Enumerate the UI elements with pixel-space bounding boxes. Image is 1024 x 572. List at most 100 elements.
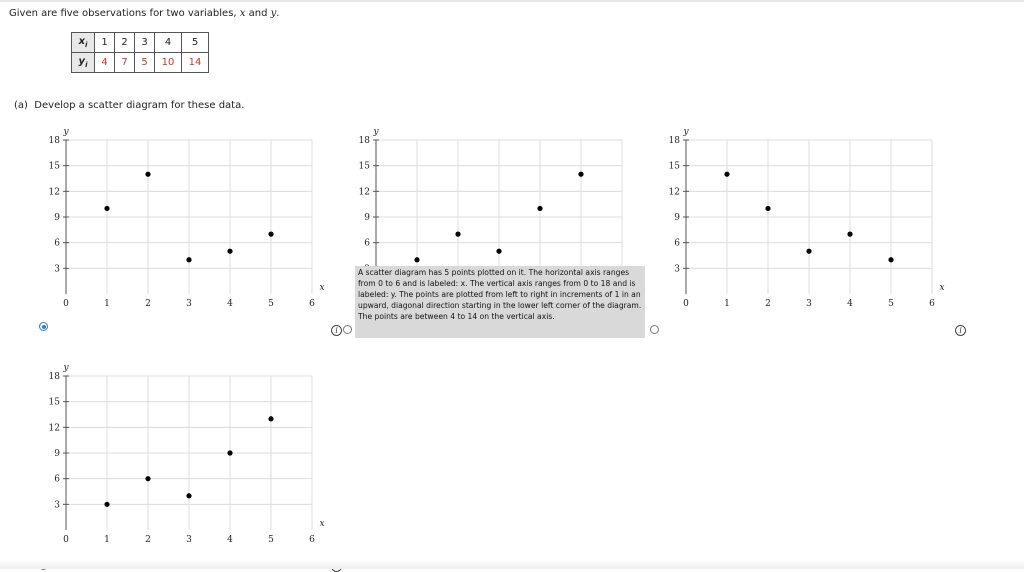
question-suffix: . bbox=[276, 8, 280, 19]
y-tick-label: 6 bbox=[674, 239, 680, 249]
data-point bbox=[455, 231, 461, 237]
data-point bbox=[227, 248, 233, 254]
x-tick-label: 1 bbox=[104, 299, 110, 309]
y-cell: 7 bbox=[114, 52, 135, 73]
x-tick-label: 4 bbox=[847, 299, 853, 309]
x-tick-label: 3 bbox=[186, 535, 192, 545]
y-tick-label: 9 bbox=[54, 213, 60, 223]
x-cell: 3 bbox=[134, 32, 155, 53]
y-axis-label: y bbox=[62, 363, 69, 373]
y-axis-label: y bbox=[682, 127, 689, 137]
x-tick-label: 6 bbox=[929, 299, 935, 309]
option-3-radio[interactable] bbox=[650, 325, 659, 334]
x-axis-label: x bbox=[319, 519, 324, 529]
data-point bbox=[806, 248, 812, 254]
x-tick-label: 5 bbox=[268, 299, 274, 309]
y-tick-label: 18 bbox=[669, 136, 681, 146]
y-tick-label: 3 bbox=[674, 264, 680, 274]
info-icon[interactable]: i bbox=[955, 325, 966, 336]
x-tick-label: 2 bbox=[145, 299, 151, 309]
y-axis-label: y bbox=[62, 127, 69, 137]
data-point bbox=[537, 205, 543, 212]
part-a-text: Develop a scatter diagram for these data… bbox=[34, 100, 245, 111]
y-tick-label: 12 bbox=[49, 423, 60, 433]
chart-description-tooltip: A scatter diagram has 5 points plotted o… bbox=[355, 266, 645, 338]
data-point bbox=[724, 171, 730, 177]
y-tick-label: 6 bbox=[364, 239, 370, 249]
y-header: yi bbox=[71, 52, 95, 73]
info-icon[interactable]: i bbox=[331, 325, 342, 336]
data-point bbox=[186, 493, 192, 499]
x-tick-label: 0 bbox=[683, 299, 689, 309]
question-var-y: y bbox=[270, 8, 277, 19]
x-tick-label: 2 bbox=[765, 299, 771, 309]
data-point bbox=[888, 257, 894, 263]
x-header: xi bbox=[71, 32, 95, 53]
table-row-y: yi 4 7 5 10 14 bbox=[71, 52, 209, 73]
top-divider bbox=[0, 0, 1024, 2]
x-axis-label: x bbox=[939, 283, 944, 293]
y-tick-label: 18 bbox=[49, 136, 61, 146]
y-tick-label: 15 bbox=[49, 398, 61, 408]
data-point bbox=[268, 231, 274, 237]
x-tick-label: 6 bbox=[309, 299, 315, 309]
question-text: Given are five observations for two vari… bbox=[9, 8, 279, 19]
question-and: and bbox=[245, 8, 271, 19]
data-point bbox=[496, 248, 502, 254]
y-tick-label: 12 bbox=[49, 187, 60, 197]
observations-table: xi 1 2 3 4 5 yi 4 7 5 10 14 bbox=[71, 32, 209, 73]
x-tick-label: 3 bbox=[186, 299, 192, 309]
bottom-edge bbox=[0, 560, 1024, 569]
y-tick-label: 18 bbox=[359, 136, 371, 146]
x-tick-label: 5 bbox=[888, 299, 894, 309]
y-tick-label: 9 bbox=[54, 449, 60, 459]
x-cell: 5 bbox=[181, 32, 209, 53]
y-tick-label: 6 bbox=[54, 239, 60, 249]
data-point bbox=[578, 171, 584, 177]
x-tick-label: 0 bbox=[63, 535, 69, 545]
y-cell: 14 bbox=[181, 52, 209, 73]
x-tick-label: 4 bbox=[227, 299, 233, 309]
y-tick-label: 18 bbox=[49, 372, 61, 382]
y-tick-label: 15 bbox=[49, 162, 61, 172]
table-row-x: xi 1 2 3 4 5 bbox=[71, 32, 209, 53]
data-point bbox=[765, 205, 771, 212]
data-point bbox=[145, 171, 151, 177]
y-tick-label: 3 bbox=[54, 264, 60, 274]
part-a-label: (a) bbox=[14, 100, 28, 111]
option-1-radio[interactable] bbox=[39, 322, 48, 331]
x-tick-label: 5 bbox=[268, 535, 274, 545]
x-axis-label: x bbox=[319, 283, 324, 293]
part-a-prompt: (a) Develop a scatter diagram for these … bbox=[14, 100, 244, 111]
y-tick-label: 6 bbox=[54, 475, 60, 485]
x-cell: 1 bbox=[94, 32, 115, 53]
question-prefix: Given are five observations for two vari… bbox=[9, 8, 240, 19]
y-tick-label: 12 bbox=[669, 187, 680, 197]
y-cell: 5 bbox=[134, 52, 155, 73]
y-cell: 10 bbox=[154, 52, 182, 73]
x-tick-label: 6 bbox=[309, 535, 315, 545]
data-point bbox=[145, 476, 151, 482]
y-axis-label: y bbox=[372, 127, 379, 137]
x-tick-label: 2 bbox=[145, 535, 151, 545]
y-tick-label: 3 bbox=[54, 500, 60, 510]
option-2-radio[interactable] bbox=[343, 325, 352, 334]
question-var-x: x bbox=[239, 8, 246, 19]
x-tick-label: 0 bbox=[63, 299, 69, 309]
data-point bbox=[414, 257, 420, 263]
y-tick-label: 15 bbox=[669, 162, 681, 172]
x-tick-label: 3 bbox=[806, 299, 812, 309]
x-cell: 2 bbox=[114, 32, 135, 53]
data-point bbox=[268, 416, 274, 422]
y-tick-label: 12 bbox=[359, 187, 370, 197]
data-point bbox=[847, 231, 853, 237]
x-cell: 4 bbox=[154, 32, 182, 53]
x-tick-label: 1 bbox=[104, 535, 110, 545]
y-tick-label: 15 bbox=[359, 162, 371, 172]
data-point bbox=[227, 450, 233, 456]
data-point bbox=[104, 205, 110, 212]
data-point bbox=[104, 501, 110, 507]
